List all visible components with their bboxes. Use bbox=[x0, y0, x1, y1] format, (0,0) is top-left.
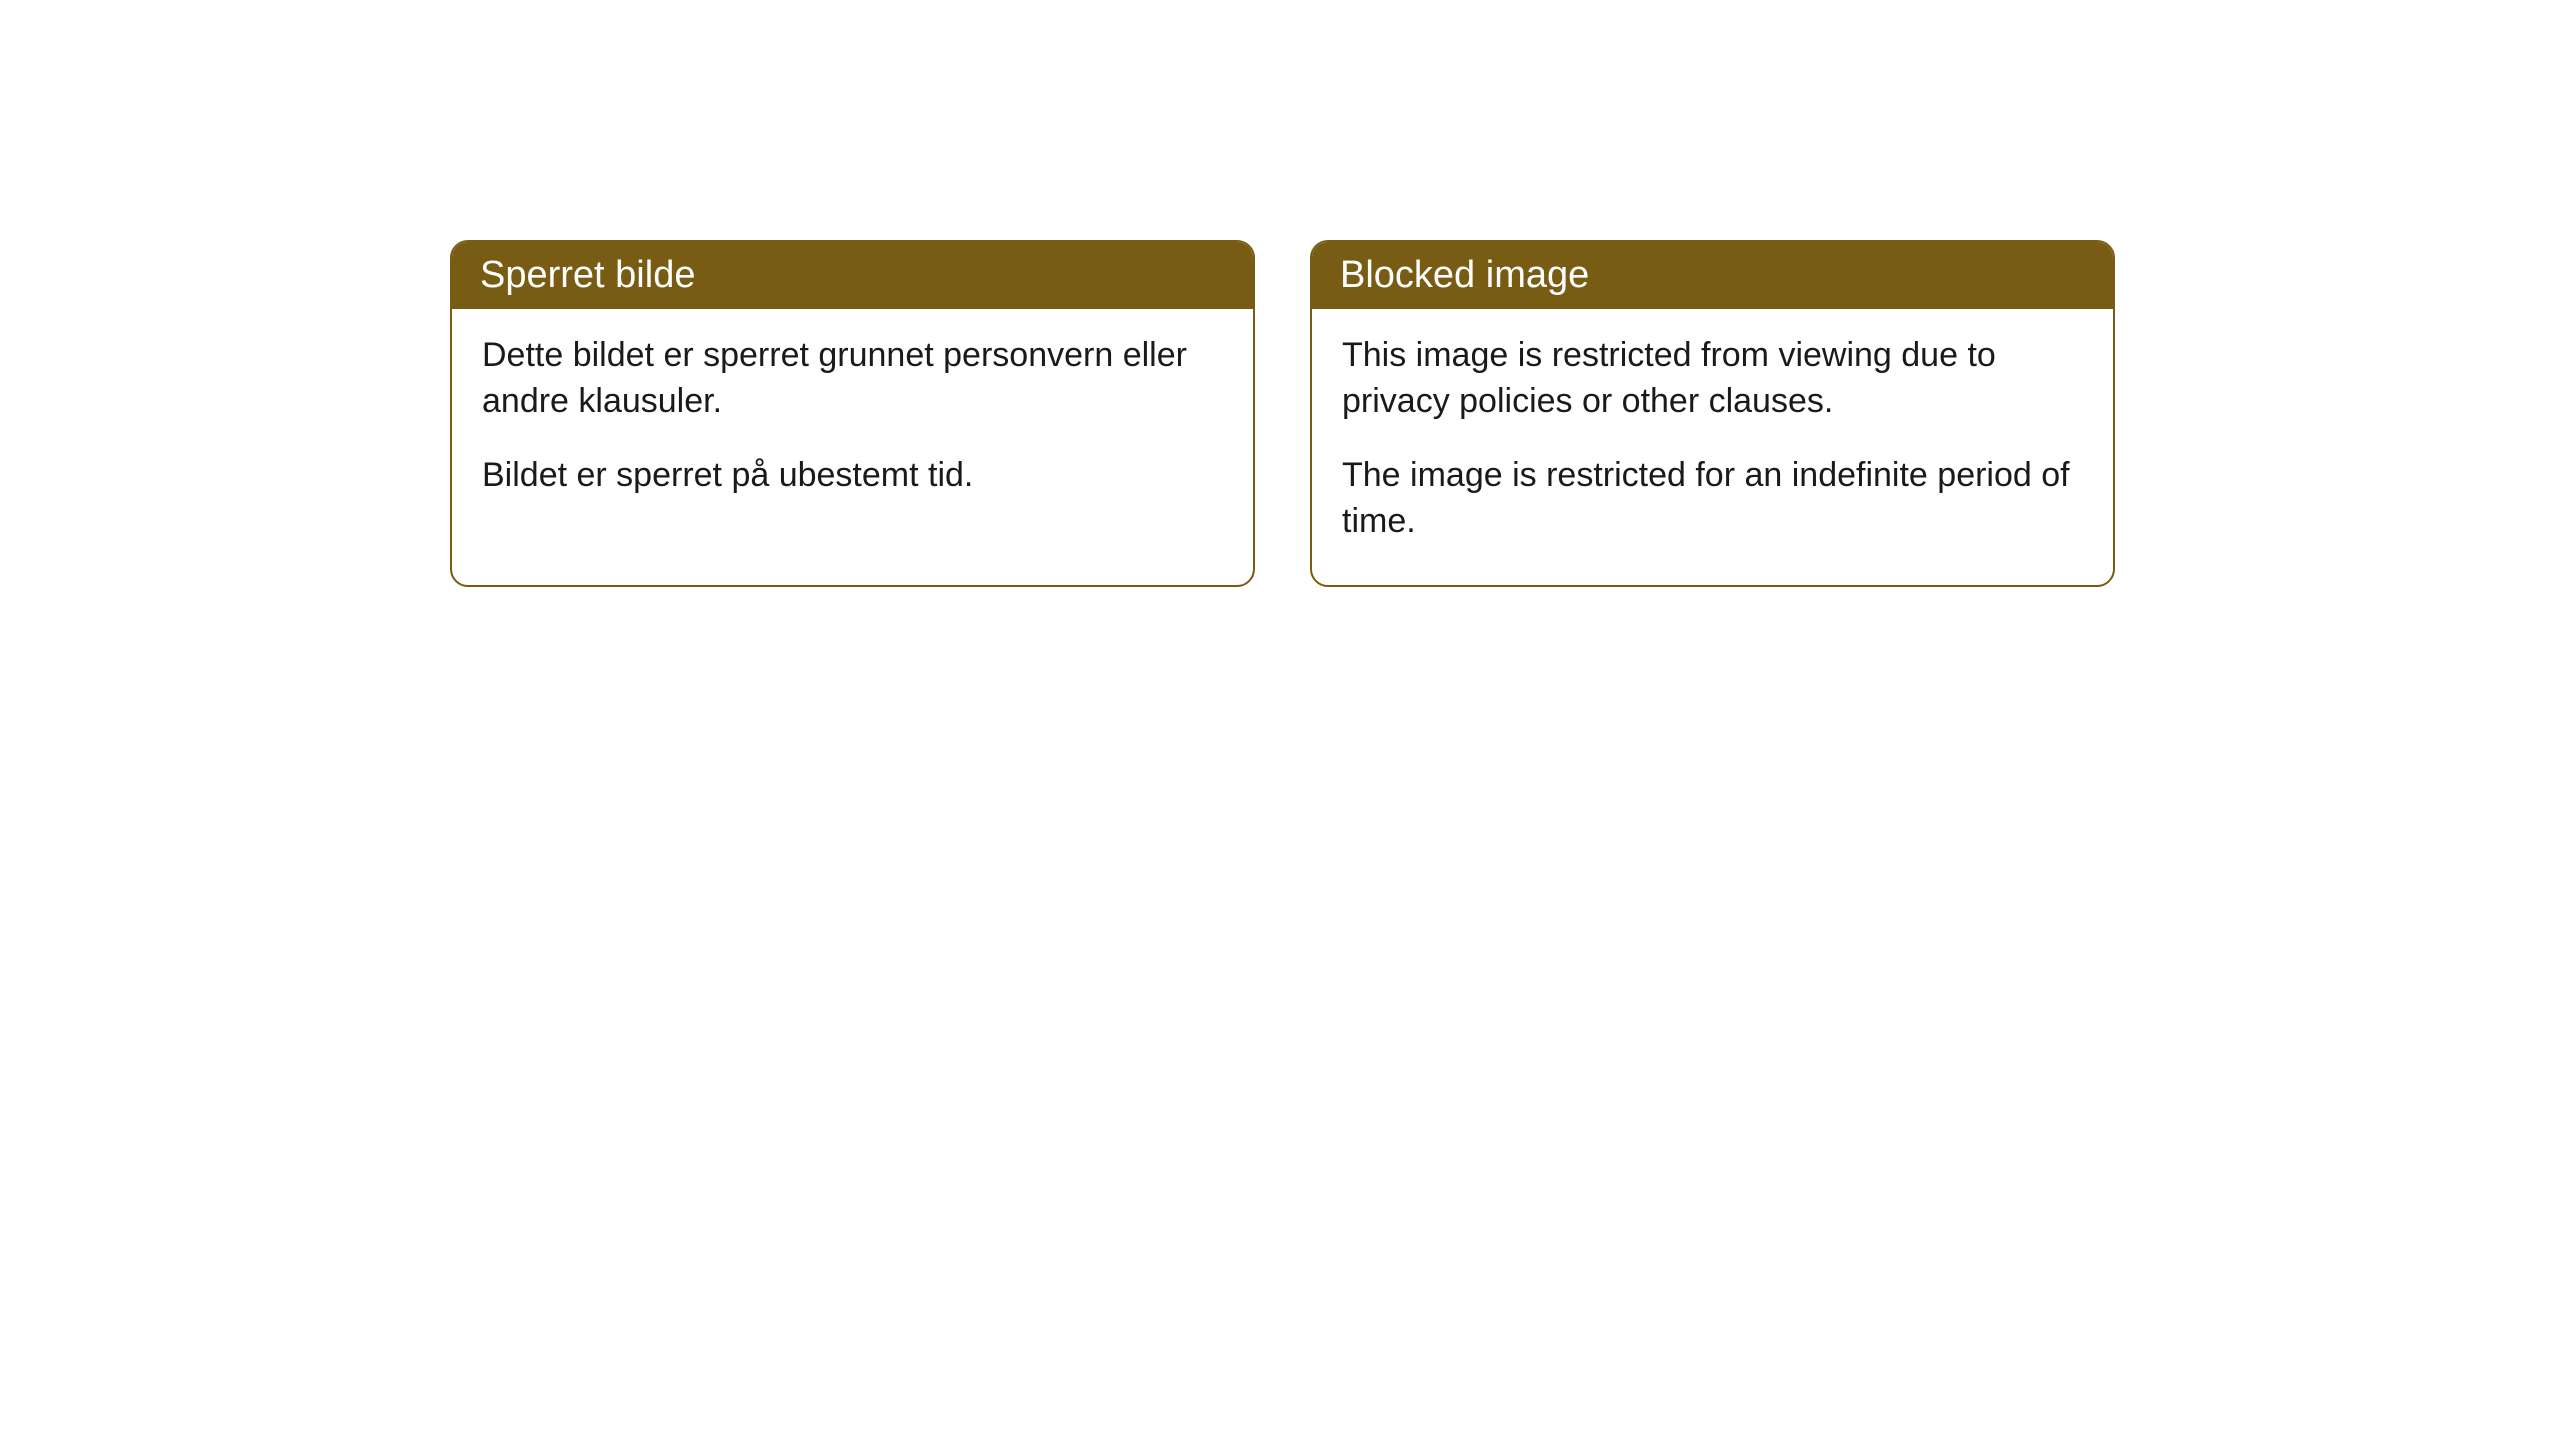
card-body: Dette bildet er sperret grunnet personve… bbox=[452, 309, 1253, 539]
notice-card-english: Blocked image This image is restricted f… bbox=[1310, 240, 2115, 587]
card-header: Sperret bilde bbox=[452, 242, 1253, 309]
card-title: Sperret bilde bbox=[480, 254, 695, 296]
card-title: Blocked image bbox=[1340, 254, 1589, 296]
card-paragraph: Dette bildet er sperret grunnet personve… bbox=[482, 333, 1223, 425]
card-paragraph: This image is restricted from viewing du… bbox=[1342, 333, 2083, 425]
card-paragraph: The image is restricted for an indefinit… bbox=[1342, 453, 2083, 545]
notice-container: Sperret bilde Dette bildet er sperret gr… bbox=[450, 240, 2115, 587]
card-paragraph: Bildet er sperret på ubestemt tid. bbox=[482, 453, 1223, 499]
card-header: Blocked image bbox=[1312, 242, 2113, 309]
card-body: This image is restricted from viewing du… bbox=[1312, 309, 2113, 585]
notice-card-norwegian: Sperret bilde Dette bildet er sperret gr… bbox=[450, 240, 1255, 587]
